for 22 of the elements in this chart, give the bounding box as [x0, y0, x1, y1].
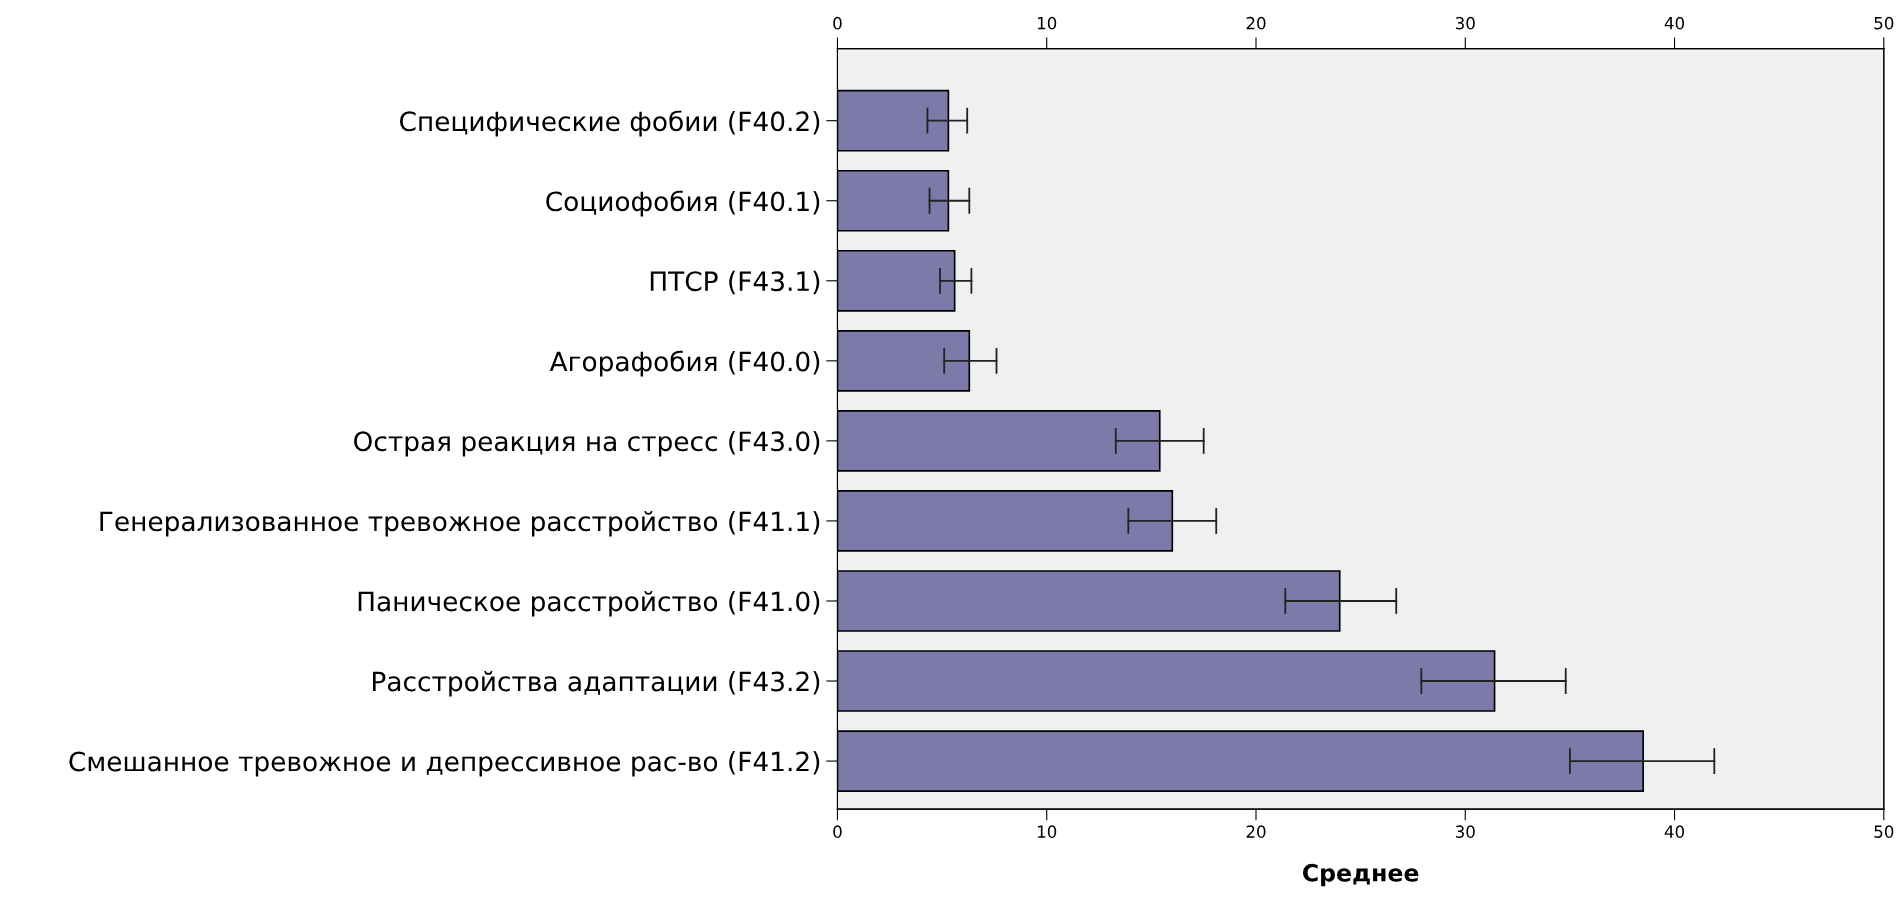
y-tick-label: Специфические фобии (F40.2): [399, 110, 820, 137]
x2-tick-label: 10: [1037, 16, 1057, 30]
x-tick-label: 50: [1874, 825, 1894, 838]
y-tick-label: Агорафобия (F40.0): [549, 350, 820, 377]
x2-tick-label: 20: [1246, 16, 1266, 30]
x-tick-label: 30: [1455, 825, 1475, 838]
x-tick-label: 10: [1037, 825, 1057, 838]
x-tick-label: 40: [1664, 825, 1685, 838]
y-tick-label: Паническое расстройство (F41.0): [358, 590, 820, 617]
x2-tick-label: 50: [1874, 16, 1894, 30]
x2-tick-label: 0: [833, 16, 842, 30]
x-axis-title: Среднее: [1302, 863, 1419, 887]
y-tick-label: Острая реакция на стресс (F43.0): [354, 430, 820, 457]
y-tick-label: Смешанное тревожное и депрессивное рас-во (F41.2): [69, 751, 820, 777]
x2-tick-label: 30: [1455, 16, 1475, 30]
x-tick-label: 20: [1246, 825, 1266, 838]
y-tick-label: Расстройства адаптации (F43.2): [373, 671, 820, 697]
y-tick-label: Генерализованное тревожное расстройство (F41.1): [100, 510, 820, 537]
y-tick-label: ПТСР (F43.1): [650, 270, 820, 295]
y-tick-label: Социофобия (F40.1): [546, 190, 820, 217]
x-tick-label: 0: [833, 825, 842, 838]
x2-tick-label: 40: [1664, 16, 1685, 30]
